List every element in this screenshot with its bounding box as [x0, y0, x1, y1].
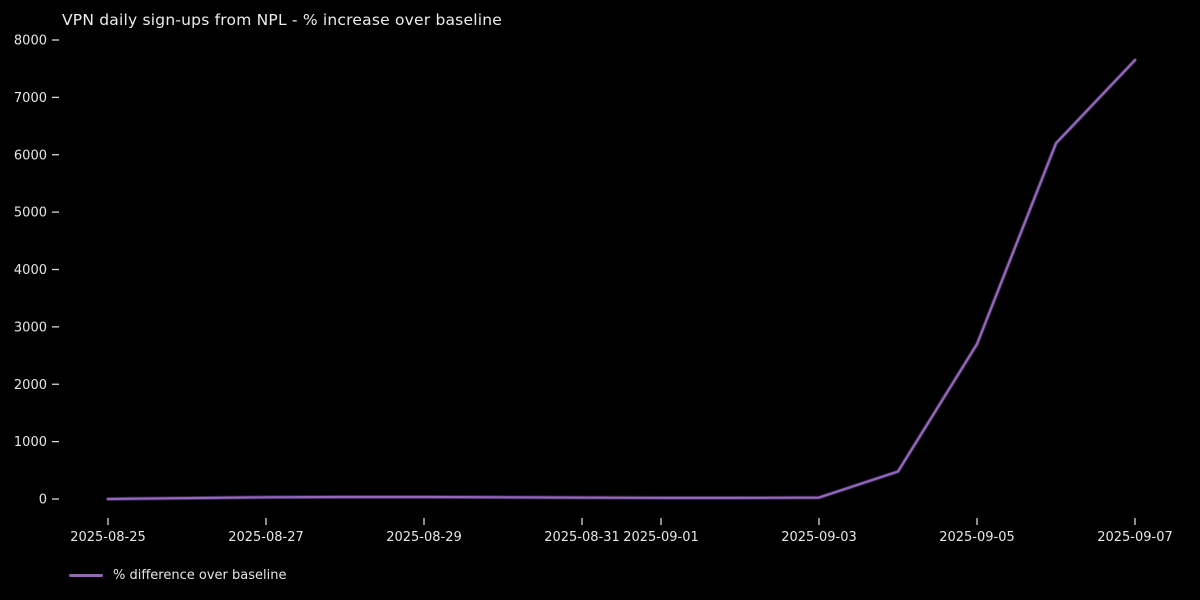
y-tick-label: 2000 [14, 378, 47, 393]
y-tick-label: 5000 [14, 206, 47, 221]
legend-label: % difference over baseline [113, 567, 287, 583]
x-tick-label: 2025-08-29 [386, 530, 462, 545]
x-tick-label: 2025-09-01 [623, 530, 699, 545]
y-tick-label: 8000 [14, 34, 47, 49]
y-tick-label: 0 [39, 493, 47, 508]
series-line-halo [106, 58, 1137, 501]
y-tick-label: 6000 [14, 148, 47, 163]
y-tick-label: 7000 [14, 91, 47, 106]
series-line [106, 58, 1137, 501]
chart-title: VPN daily sign-ups from NPL - % increase… [62, 11, 502, 29]
x-tick-label: 2025-08-31 [544, 530, 620, 545]
x-tick-label: 2025-09-05 [939, 530, 1015, 545]
x-tick-label: 2025-08-25 [70, 530, 146, 545]
y-tick-label: 4000 [14, 263, 47, 278]
y-tick-label: 1000 [14, 435, 47, 450]
x-tick-label: 2025-08-27 [228, 530, 304, 545]
x-tick-label: 2025-09-07 [1097, 530, 1173, 545]
legend-line-swatch [69, 573, 103, 577]
y-tick-label: 3000 [14, 320, 47, 335]
x-tick-label: 2025-09-03 [781, 530, 857, 545]
legend: % difference over baseline [69, 565, 286, 585]
